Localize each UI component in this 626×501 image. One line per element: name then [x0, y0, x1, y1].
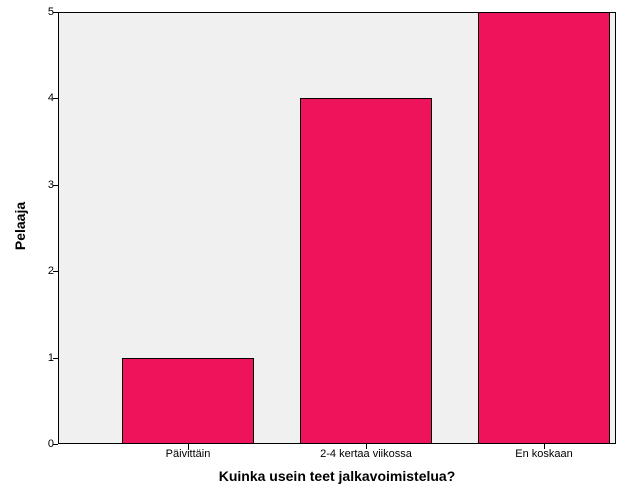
x-axis-label: Kuinka usein teet jalkavoimistelua?: [58, 468, 616, 484]
y-tick-label: 0: [36, 438, 54, 450]
y-tick-label: 4: [36, 92, 54, 104]
bar: [122, 358, 254, 444]
bar: [478, 12, 610, 444]
y-tick-label: 1: [36, 352, 54, 364]
x-tick-label: En koskaan: [515, 448, 572, 460]
y-tick-label: 5: [36, 6, 54, 18]
y-axis-label: Pelaaja: [12, 186, 28, 266]
y-tick-label: 3: [36, 179, 54, 191]
y-tick-label: 2: [36, 265, 54, 277]
x-tick-label: 2-4 kertaa viikossa: [320, 448, 412, 460]
x-tick-label: Päivittäin: [166, 448, 211, 460]
bar: [300, 98, 432, 444]
chart-container: Pelaaja Kuinka usein teet jalkavoimistel…: [0, 0, 626, 501]
